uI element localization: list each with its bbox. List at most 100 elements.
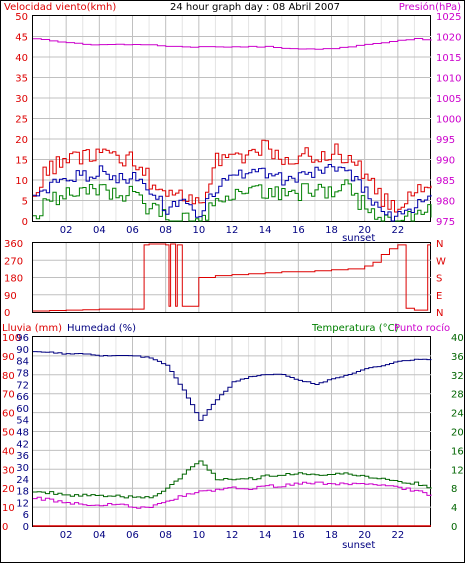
humidity-y-tick-label: 42: [16, 439, 29, 450]
wind-y-tick-label: 45: [15, 33, 28, 44]
x-tick-label-top: 22: [391, 225, 404, 236]
rain-axis-title: Lluvia (mm): [2, 323, 62, 334]
x-tick-label-bottom: 06: [126, 530, 139, 541]
temperature-y-tick-label: 32: [451, 371, 464, 382]
x-tick-label-bottom: 10: [192, 530, 205, 541]
temperature-y-tick-label: 4: [451, 503, 457, 514]
x-tick-label-top: 10: [192, 225, 205, 236]
temperature-y-tick-label: 20: [451, 428, 464, 439]
direction-y-tick-label: 0: [4, 308, 10, 319]
x-tick-label-top: 04: [93, 225, 106, 236]
rain-y-tick-label: 90: [2, 352, 15, 363]
wind-y-tick-label: 40: [15, 53, 28, 64]
x-tick-label-bottom: 20: [358, 530, 371, 541]
pressure-y-tick-label: 990: [436, 156, 455, 167]
x-tick-label-top: 08: [159, 225, 172, 236]
humidity-y-tick-label: 12: [16, 498, 29, 509]
wind-speed-axis-title: Velocidad viento(kmh): [4, 2, 116, 13]
humidity-y-tick-label: 90: [16, 345, 29, 356]
humidity-y-tick-label: 30: [16, 463, 29, 474]
pressure-y-tick-label: 1010: [436, 74, 461, 85]
humidity-y-tick-label: 66: [16, 392, 29, 403]
humidity-y-tick-label: 18: [16, 487, 29, 498]
wind-y-tick-label: 25: [15, 115, 28, 126]
rain-y-tick-label: 30: [2, 465, 15, 476]
x-tick-label-top: 14: [259, 225, 272, 236]
x-tick-label-top: 16: [292, 225, 305, 236]
series-layer: [33, 38, 432, 527]
pressure-axis-title: Presión(hPa): [399, 1, 461, 13]
x-tick-label-bottom: 22: [391, 530, 404, 541]
pressure-y-tick-label: 1000: [436, 115, 461, 126]
x-tick-label-bottom: 02: [60, 530, 73, 541]
rain-y-tick-label: 40: [2, 446, 15, 457]
temperature-axis-title: Temperatura (°C): [311, 323, 399, 334]
humidity-y-tick-label: 96: [16, 333, 29, 344]
x-tick-label-bottom: 04: [93, 530, 106, 541]
humidity-y-tick-label: 0: [23, 522, 29, 533]
direction-y-tick-label: 270: [4, 256, 23, 267]
compass-tick-label: S: [436, 274, 442, 285]
pressure-y-tick-label: 975: [436, 217, 455, 228]
x-tick-label-bottom: 16: [292, 530, 305, 541]
wind-speed-series-line: [33, 164, 432, 222]
wind-y-tick-label: 0: [22, 217, 28, 228]
chart-title: 24 hour graph day : 08 Abril 2007: [170, 2, 340, 13]
wind-y-tick-label: 30: [15, 94, 28, 105]
dew-point-series-line: [33, 481, 432, 509]
humidity-y-tick-label: 6: [23, 510, 29, 521]
compass-tick-label: E: [436, 291, 442, 302]
rain-y-tick-label: 50: [2, 428, 15, 439]
compass-tick-label: W: [436, 256, 446, 267]
wind-y-tick-label: 35: [15, 74, 28, 85]
temperature-y-tick-label: 8: [451, 484, 457, 495]
humidity-y-tick-label: 78: [16, 368, 29, 379]
pressure-y-tick-label: 1005: [436, 94, 461, 105]
humidity-y-tick-label: 36: [16, 451, 29, 462]
wind-y-tick-label: 15: [15, 156, 28, 167]
pressure-y-tick-label: 1020: [436, 33, 461, 44]
wind-min-series-line: [33, 179, 432, 222]
pressure-series-line: [33, 38, 432, 50]
compass-tick-label: N: [436, 308, 443, 319]
temperature-y-tick-label: 12: [451, 465, 464, 476]
humidity-y-tick-label: 72: [16, 380, 29, 391]
rain-y-tick-label: 70: [2, 390, 15, 401]
temperature-y-tick-label: 40: [451, 333, 464, 344]
wind-y-tick-label: 5: [22, 197, 28, 208]
rain-y-tick-label: 60: [2, 409, 15, 420]
temperature-y-tick-label: 24: [451, 409, 464, 420]
x-tick-label-top: 12: [226, 225, 239, 236]
humidity-axis-title: Humedad (%): [67, 323, 136, 334]
sunset-label-top: sunset: [342, 233, 375, 244]
rain-y-tick-label: 100: [2, 333, 21, 344]
direction-y-tick-label: 180: [4, 274, 23, 285]
temperature-y-tick-label: 28: [451, 390, 464, 401]
x-tick-label-bottom: 08: [159, 530, 172, 541]
rain-y-tick-label: 0: [2, 522, 8, 533]
pressure-y-tick-label: 1025: [436, 12, 461, 23]
x-tick-label-bottom: 14: [259, 530, 272, 541]
x-tick-label-bottom: 18: [325, 530, 338, 541]
humidity-y-tick-label: 60: [16, 404, 29, 415]
humidity-y-tick-label: 24: [16, 475, 29, 486]
pressure-y-tick-label: 985: [436, 176, 455, 187]
wind-gust-series-line: [33, 139, 432, 213]
wind-y-tick-label: 20: [15, 135, 28, 146]
temperature-y-tick-label: 16: [451, 446, 464, 457]
wind-direction-series-line: [33, 243, 431, 312]
x-tick-label-top: 18: [325, 225, 338, 236]
pressure-y-tick-label: 995: [436, 135, 455, 146]
direction-y-tick-label: 90: [4, 291, 17, 302]
label-layer: 0202040406060808101012121414161618182020…: [2, 12, 464, 551]
direction-y-tick-label: 360: [4, 239, 23, 250]
rain-y-tick-label: 10: [2, 503, 15, 514]
dew-point-axis-title: Punto rocío: [394, 322, 450, 334]
temperature-y-tick-label: 0: [451, 522, 457, 533]
humidity-series-line: [33, 351, 432, 421]
humidity-y-tick-label: 54: [16, 416, 29, 427]
x-tick-label-top: 06: [126, 225, 139, 236]
compass-tick-label: N: [436, 239, 443, 250]
temperature-series-line: [33, 460, 432, 499]
humidity-y-tick-label: 48: [16, 428, 29, 439]
